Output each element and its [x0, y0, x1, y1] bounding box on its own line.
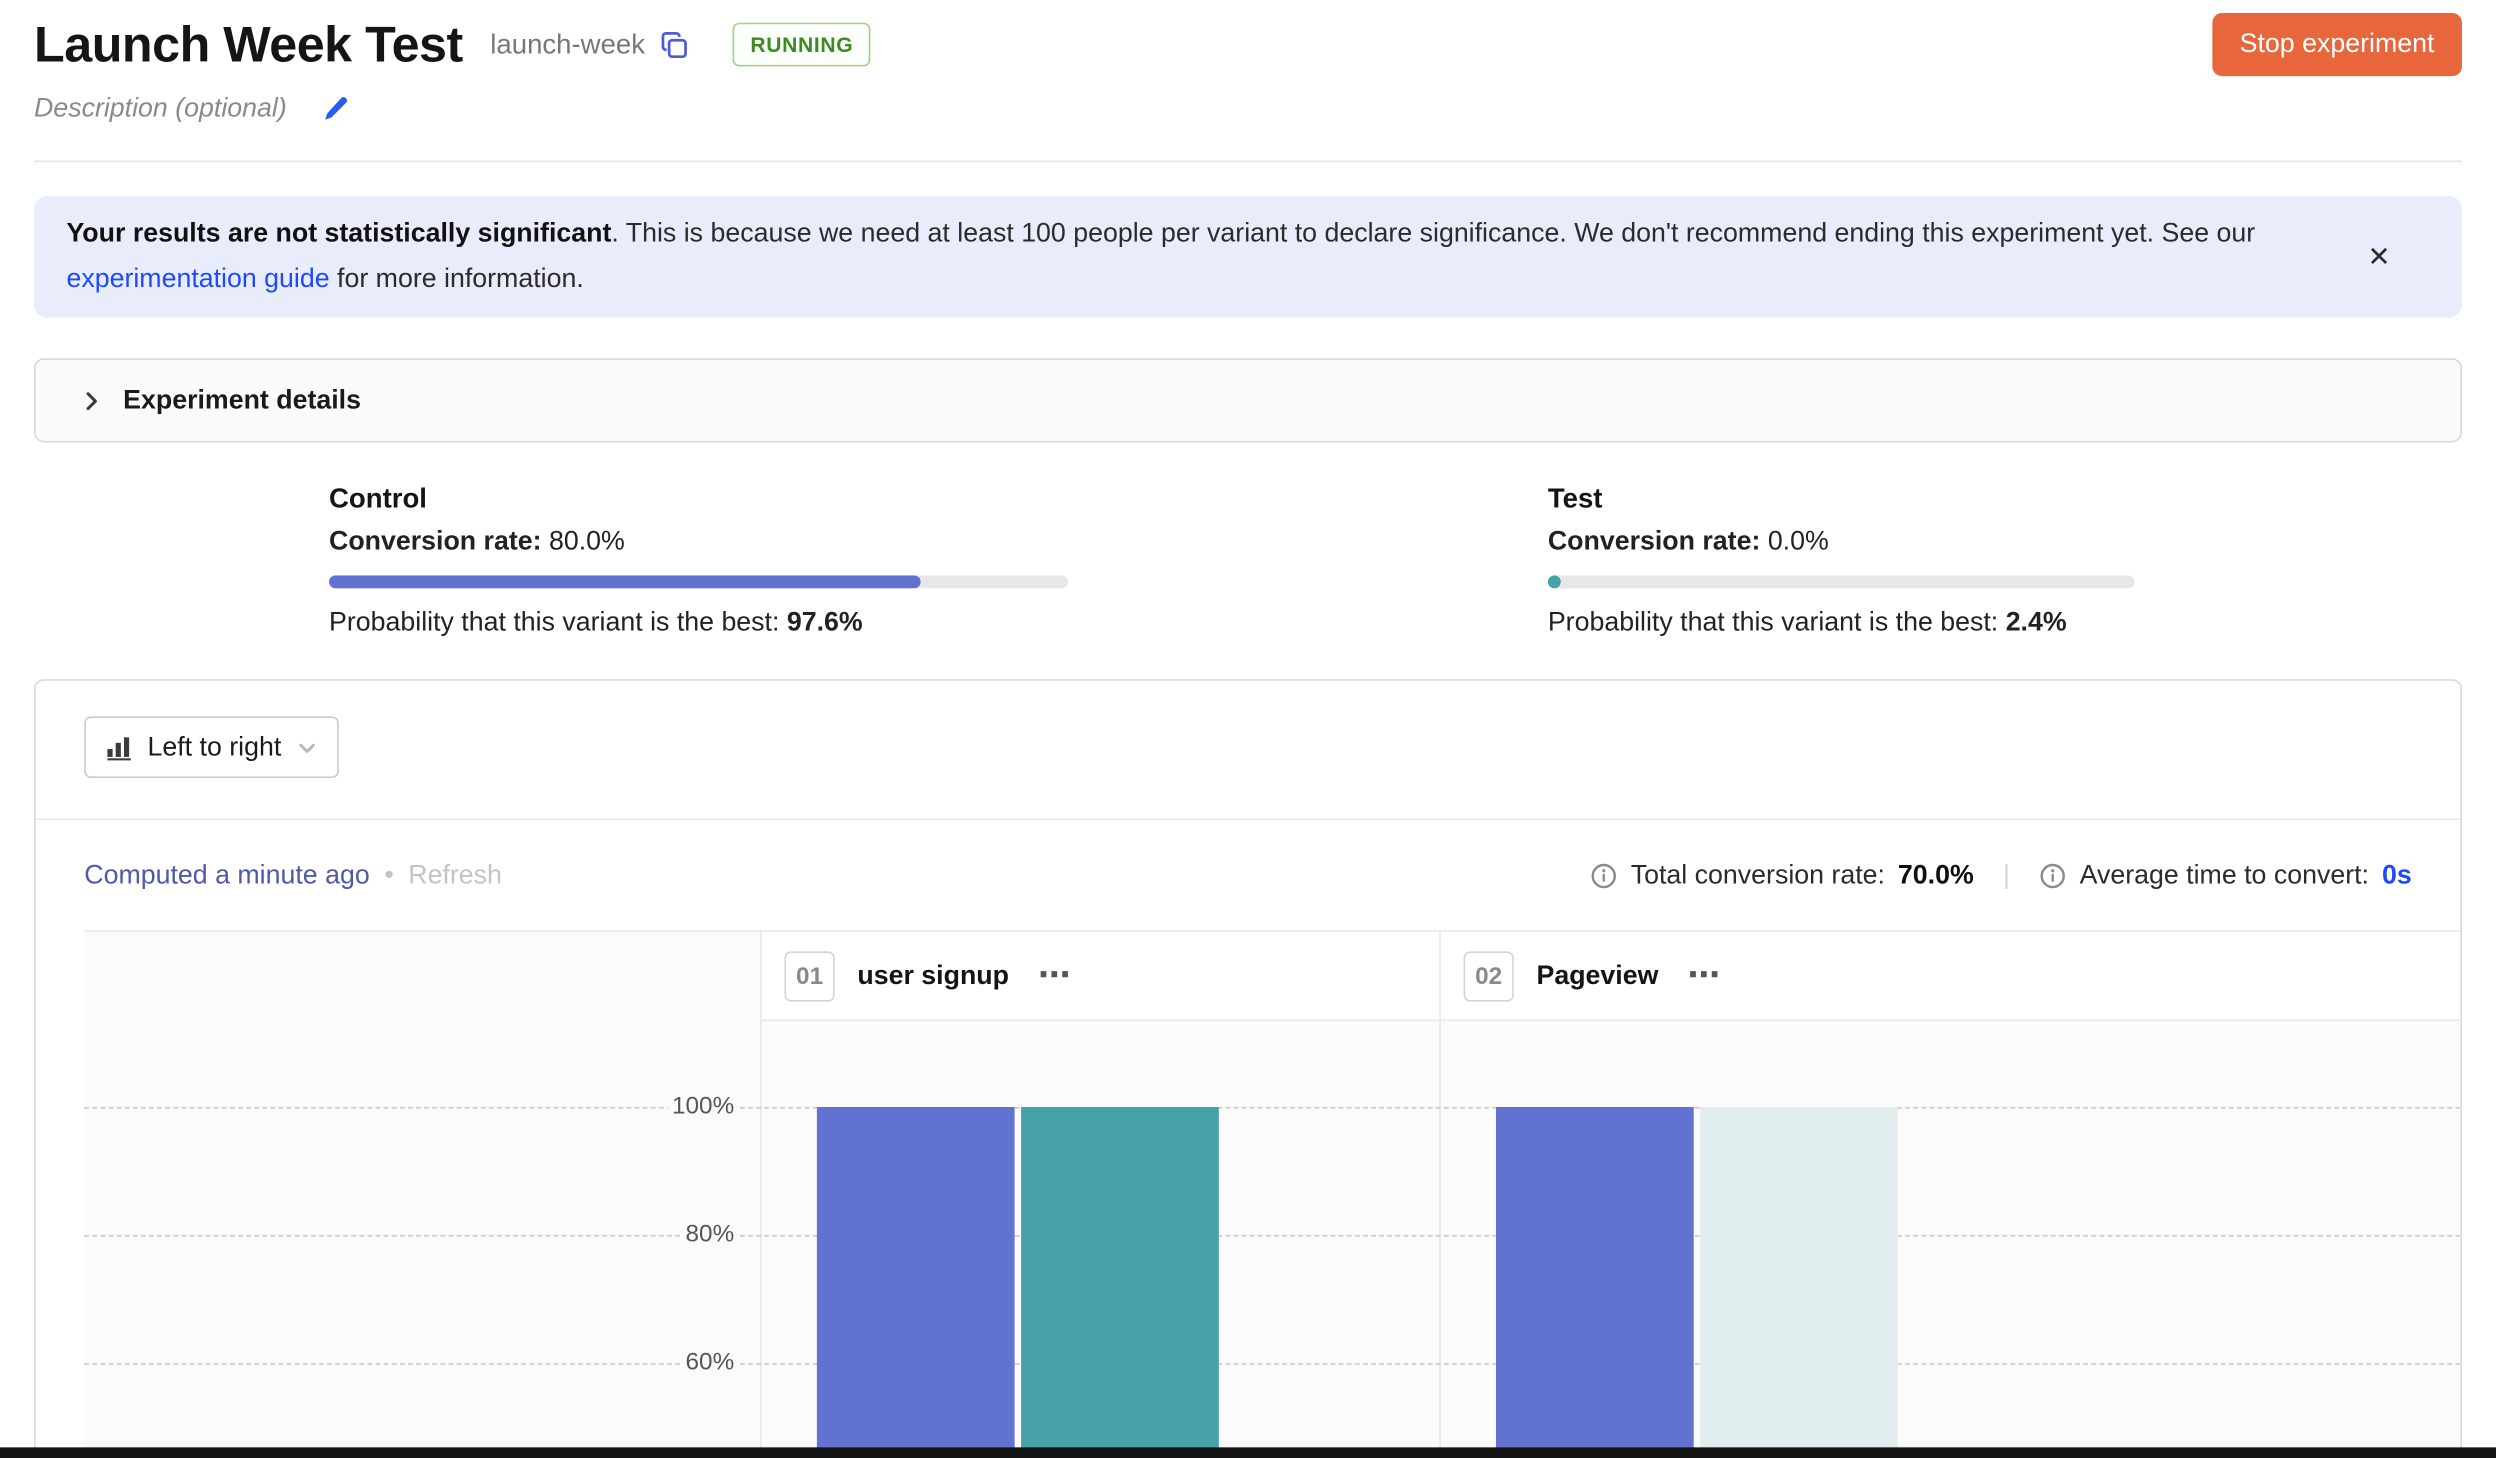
- copy-icon: [661, 31, 687, 58]
- description-placeholder: Description (optional): [34, 93, 287, 123]
- conversion-rate-value: 80.0%: [548, 526, 625, 556]
- variant-card-control: Control Conversion rate: 80.0% Probabili…: [34, 483, 1243, 639]
- y-axis-tick: 80%: [84, 1220, 740, 1249]
- step-title: Pageview: [1536, 960, 1659, 990]
- close-icon: ✕: [2367, 241, 2391, 272]
- funnel-bar-test-step-1[interactable]: [1021, 1106, 1219, 1458]
- screen-bottom-edge: [0, 1447, 2496, 1458]
- chart-toolbar: Left to right: [35, 681, 2461, 821]
- funnel-bar-test-step-2[interactable]: [1700, 1106, 1898, 1458]
- conversion-rate-line: Conversion rate: 0.0%: [1548, 527, 2462, 558]
- info-icon: [2040, 862, 2066, 888]
- funnel-bar-control-step-1[interactable]: [816, 1106, 1015, 1458]
- bar-chart-icon: [107, 736, 131, 760]
- status-badge: RUNNING: [732, 22, 872, 67]
- description-row: Description (optional): [34, 86, 2462, 131]
- total-conversion-value: 70.0%: [1897, 860, 1974, 890]
- close-banner-button[interactable]: ✕: [2368, 235, 2391, 280]
- funnel-bar-control-step-2[interactable]: [1495, 1106, 1694, 1458]
- dot-separator: •: [384, 860, 394, 890]
- copy-slug-button[interactable]: [660, 30, 689, 59]
- info-icon: [1591, 862, 1617, 888]
- probability-bar-fill: [329, 575, 921, 589]
- funnel-step-1: 01 user signup ⋯: [761, 931, 1441, 1458]
- variant-name: Control: [329, 482, 427, 514]
- step-menu-button[interactable]: ⋯: [1038, 957, 1071, 994]
- banner-body-text: . This is because we need at least 100 p…: [611, 218, 2256, 248]
- gridline-100: [84, 1106, 2461, 1109]
- conversion-rate-label: Conversion rate:: [1547, 526, 1761, 556]
- experiment-details-label: Experiment details: [123, 384, 362, 415]
- step-header: 02 Pageview ⋯: [1440, 931, 2461, 1022]
- probability-bar-control: [329, 575, 1069, 589]
- step-title: user signup: [857, 960, 1009, 990]
- conversion-rate-label: Conversion rate:: [329, 526, 542, 556]
- computed-status: Computed a minute ago: [84, 860, 370, 890]
- chevron-right-icon: [86, 391, 97, 410]
- variant-results: Control Conversion rate: 80.0% Probabili…: [34, 483, 2462, 639]
- probability-label: Probability that this variant is the bes…: [1547, 607, 1999, 637]
- experiment-details-toggle[interactable]: Experiment details: [34, 358, 2462, 443]
- probability-bar-fill: [1547, 575, 1561, 589]
- total-conversion-label: Total conversion rate:: [1630, 860, 1885, 890]
- step-header: 01 user signup ⋯: [761, 931, 1440, 1022]
- probability-value: 97.6%: [786, 607, 863, 637]
- view-mode-dropdown[interactable]: Left to right: [84, 716, 339, 778]
- conversion-rate-value: 0.0%: [1767, 526, 1829, 556]
- chart-statusbar: Computed a minute ago • Refresh Total co…: [36, 820, 2461, 930]
- pencil-icon: [325, 96, 347, 119]
- results-panel: Left to right Computed a minute ago • Re…: [34, 679, 2462, 1458]
- probability-value: 2.4%: [2005, 607, 2067, 637]
- gridline-80: [84, 1235, 2461, 1237]
- probability-label: Probability that this variant is the bes…: [329, 607, 780, 637]
- funnel-step-2: 02 Pageview ⋯: [1440, 931, 2461, 1458]
- y-axis-tick: 60%: [84, 1348, 740, 1377]
- page-title: Launch Week Test: [34, 15, 463, 73]
- banner-tail-text: for more information.: [329, 263, 584, 293]
- step-menu-button[interactable]: ⋯: [1687, 957, 1721, 994]
- chevron-down-icon: [298, 742, 315, 753]
- variant-card-test: Test Conversion rate: 0.0% Probability t…: [1243, 483, 2462, 639]
- significance-banner: Your results are not statistically signi…: [34, 196, 2462, 318]
- pipe-separator: |: [2002, 860, 2010, 890]
- avg-time-label: Average time to convert:: [2079, 860, 2369, 890]
- summary-metrics: Total conversion rate: 70.0% | Average t…: [1590, 857, 2412, 893]
- probability-line: Probability that this variant is the bes…: [1548, 608, 2462, 639]
- step-number-badge: 01: [784, 950, 835, 1001]
- probability-bar-test: [1547, 575, 2135, 589]
- experiment-slug: launch-week: [490, 28, 646, 60]
- page-header: Launch Week Test launch-week RUNNING Sto…: [34, 12, 2462, 77]
- banner-text: Your results are not statistically signi…: [66, 212, 2335, 301]
- banner-bold-text: Your results are not statistically signi…: [66, 218, 612, 248]
- probability-line: Probability that this variant is the bes…: [329, 608, 1243, 639]
- avg-time-value[interactable]: 0s: [2381, 860, 2412, 890]
- y-axis-tick: 100%: [84, 1092, 740, 1121]
- header-divider: [34, 160, 2462, 163]
- view-mode-label: Left to right: [147, 731, 282, 761]
- funnel-chart: 100% 80% 60% 01 user signup ⋯ 02 Pagevie…: [84, 930, 2461, 1458]
- edit-description-button[interactable]: [321, 95, 349, 123]
- experimentation-guide-link[interactable]: experimentation guide: [66, 263, 330, 293]
- refresh-button[interactable]: Refresh: [408, 860, 502, 890]
- conversion-rate-line: Conversion rate: 80.0%: [329, 527, 1243, 558]
- variant-name: Test: [1547, 482, 1603, 514]
- step-number-badge: 02: [1463, 950, 1514, 1001]
- axis-column: [84, 931, 762, 1458]
- stop-experiment-button[interactable]: Stop experiment: [2212, 12, 2462, 77]
- gridline-60: [84, 1363, 2461, 1365]
